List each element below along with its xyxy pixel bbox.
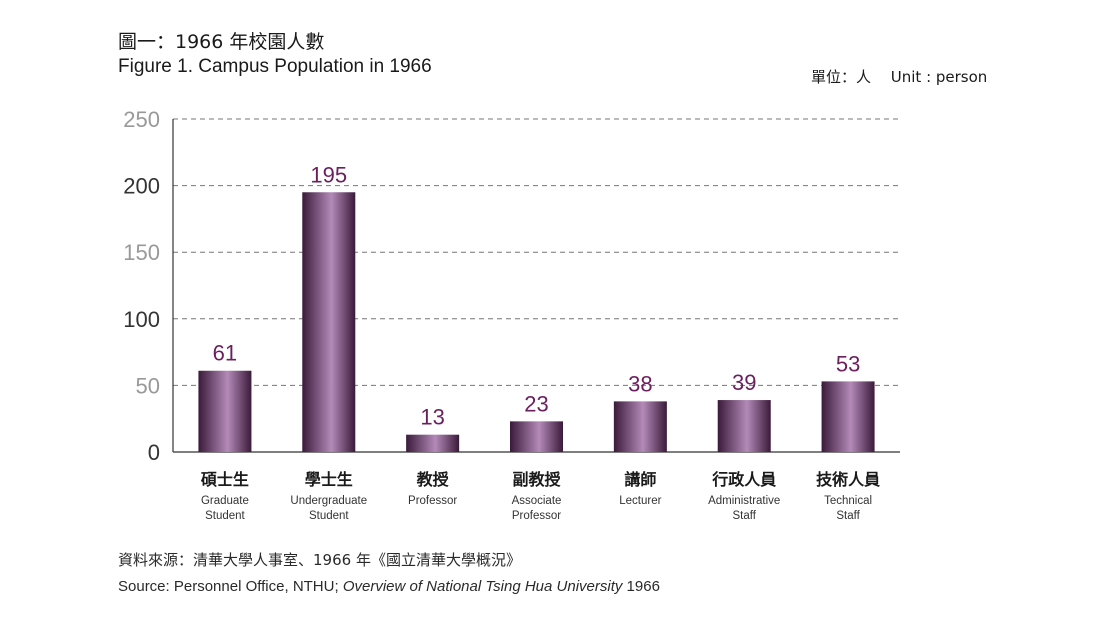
y-tick-label: 150 [123, 240, 160, 265]
y-tick-label: 200 [123, 174, 160, 199]
category-label-en: Student [309, 510, 349, 522]
y-tick-labels: 0 50 100 150 200 250 [123, 107, 160, 465]
value-label: 53 [836, 351, 860, 376]
category-label-zh: 教授 [417, 470, 450, 489]
bar [717, 400, 771, 452]
bar [510, 421, 563, 452]
value-label: 38 [628, 371, 652, 396]
category-label-en: Associate [512, 495, 562, 507]
source-en-prefix: Source: Personnel Office, NTHU; [118, 578, 343, 595]
category-label-zh: 行政人員 [711, 470, 776, 489]
category-label-zh: 碩士生 [201, 470, 249, 489]
source-en-suffix: 1966 [622, 578, 660, 595]
bars [198, 192, 875, 452]
value-label: 23 [524, 391, 548, 416]
y-tick-label: 50 [136, 373, 160, 398]
category-label-en: Lecturer [619, 495, 661, 507]
category-label-en: Graduate [201, 495, 249, 507]
category-label-zh: 學士生 [305, 470, 353, 489]
source-en-title: Overview of National Tsing Hua Universit… [342, 578, 623, 595]
category-label-en: Staff [836, 510, 860, 522]
unit-label: 單位：人 Unit : person [811, 68, 988, 86]
category-label-en: Professor [512, 510, 561, 522]
chart-title-en: Figure 1. Campus Population in 1966 [118, 56, 432, 77]
bar [613, 401, 667, 452]
category-labels: 碩士生 Graduate Student 學士生 Undergraduate Studen… [201, 470, 880, 522]
bar [406, 434, 460, 452]
y-tick-label: 100 [123, 307, 160, 332]
category-label-en: Technical [824, 495, 872, 507]
category-label-en: Administrative [708, 495, 780, 507]
value-label: 195 [310, 162, 347, 187]
y-tick-label: 250 [123, 107, 160, 132]
chart-title-zh: 圖一：1966 年校園人數 [118, 31, 325, 53]
source-note-zh: 資料來源：清華大學人事室、1966 年《國立清華大學概況》 [118, 551, 521, 569]
category-label-en: Professor [408, 495, 457, 507]
category-label-zh: 講師 [624, 470, 656, 489]
bar [198, 370, 252, 452]
category-label-zh: 副教授 [512, 470, 561, 489]
value-label: 13 [420, 405, 444, 430]
bar [302, 192, 356, 452]
category-label-en: Staff [732, 510, 756, 522]
bar [821, 381, 875, 452]
value-label: 39 [732, 370, 756, 395]
category-label-en: Student [205, 510, 245, 522]
value-label: 61 [213, 341, 237, 366]
category-label-en: Undergraduate [290, 495, 367, 507]
gridlines [173, 118, 900, 386]
y-tick-label: 0 [148, 440, 160, 465]
source-note-en: Source: Personnel Office, NTHU; Overview… [118, 578, 660, 595]
category-label-zh: 技術人員 [816, 470, 880, 489]
value-labels: 61 195 13 23 38 39 53 [213, 162, 861, 429]
